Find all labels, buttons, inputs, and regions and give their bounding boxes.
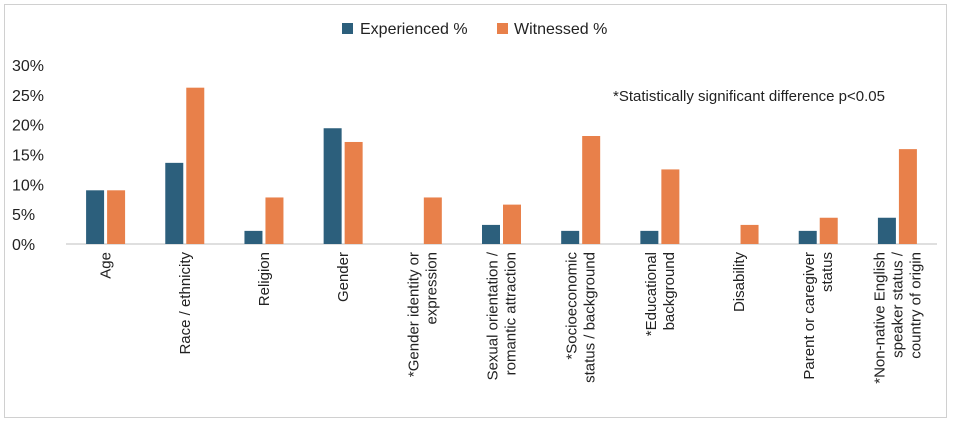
bar-experienced (877, 217, 896, 244)
y-axis: 0% 5% 10% 15% 20% 25% 30% (12, 58, 44, 254)
bar-witnessed (898, 149, 917, 244)
x-category-label: Sexual orientation / romantic attraction (485, 251, 520, 380)
bar-witnessed (107, 190, 126, 244)
x-category-label-line: Age (98, 252, 115, 279)
chart-frame: Experienced % Witnessed % *Statistically … (4, 4, 947, 418)
bar-experienced (798, 230, 817, 244)
x-category-label: *Gender identity or expression (405, 252, 440, 377)
x-category-label: Gender (335, 252, 352, 302)
x-category-label-line: Race / ethnicity (177, 252, 194, 355)
bar-experienced (86, 190, 105, 244)
legend-swatch-2 (497, 23, 508, 34)
legend-label-1: Experienced % (360, 21, 468, 38)
x-category-label-line: *Educational (643, 252, 660, 336)
x-category-label-line: Parent or caregiver (801, 252, 818, 380)
x-category-label-line: *Gender identity or (405, 252, 422, 377)
x-category-label: *Educational background (643, 252, 678, 336)
legend-swatch-1 (342, 23, 353, 34)
x-category-label: *Non-native English speaker status / count… (871, 251, 924, 384)
x-category-label-line: *Non-native English (871, 252, 888, 384)
bar-experienced (482, 224, 500, 244)
y-tick-label: 15% (12, 148, 44, 165)
x-category-label-line: status / background (582, 252, 599, 383)
significance-note: *Statistically significant difference p<… (613, 88, 885, 105)
x-category-label-line: *Socioeconomic (564, 252, 581, 360)
y-tick-label: 10% (12, 177, 44, 194)
bar-chart: Experienced % Witnessed % *Statistically … (12, 21, 937, 384)
bars (86, 87, 917, 244)
bar-witnessed (819, 217, 838, 244)
x-category-label-line: Sexual orientation / (485, 251, 502, 380)
x-category-label: Age (98, 252, 115, 279)
bar-witnessed (661, 169, 680, 244)
bar-experienced (244, 230, 263, 244)
bar-witnessed (582, 136, 601, 244)
x-category-label-line: romantic attraction (503, 252, 520, 375)
x-category-label-line: country of origin (907, 252, 924, 359)
x-category-label-line: Religion (256, 252, 273, 306)
x-category-label-line: status (819, 252, 836, 292)
x-category-label: Disability (731, 252, 748, 313)
legend: Experienced % Witnessed % (342, 21, 607, 38)
x-category-label-line: Disability (731, 252, 748, 313)
bar-witnessed (265, 197, 284, 244)
bar-experienced (323, 128, 342, 244)
y-tick-label: 5% (12, 207, 35, 224)
legend-label-2: Witnessed % (514, 21, 607, 38)
y-tick-label: 20% (12, 118, 44, 135)
bar-witnessed (344, 141, 363, 244)
bar-experienced (165, 162, 184, 244)
x-category-label: Parent or caregiver status (801, 252, 836, 380)
bar-experienced (640, 230, 659, 244)
x-category-label: Religion (256, 252, 273, 306)
bar-witnessed (186, 87, 205, 244)
y-tick-label: 25% (12, 88, 44, 105)
x-category-label: Race / ethnicity (177, 252, 194, 355)
y-tick-label: 30% (12, 58, 44, 75)
x-category-label-line: speaker status / (889, 251, 906, 358)
x-category-label-line: expression (423, 252, 440, 325)
bar-witnessed (740, 224, 759, 244)
x-category-label: *Socioeconomic status / background (564, 252, 599, 383)
y-tick-label: 0% (12, 237, 35, 254)
x-axis-labels: Age Race / ethnicity Religion Gender *Gender… (98, 251, 925, 384)
bar-witnessed (503, 204, 521, 244)
bar-experienced (561, 230, 580, 244)
bar-witnessed (423, 197, 442, 244)
x-category-label-line: background (661, 252, 678, 330)
x-category-label-line: Gender (335, 252, 352, 302)
